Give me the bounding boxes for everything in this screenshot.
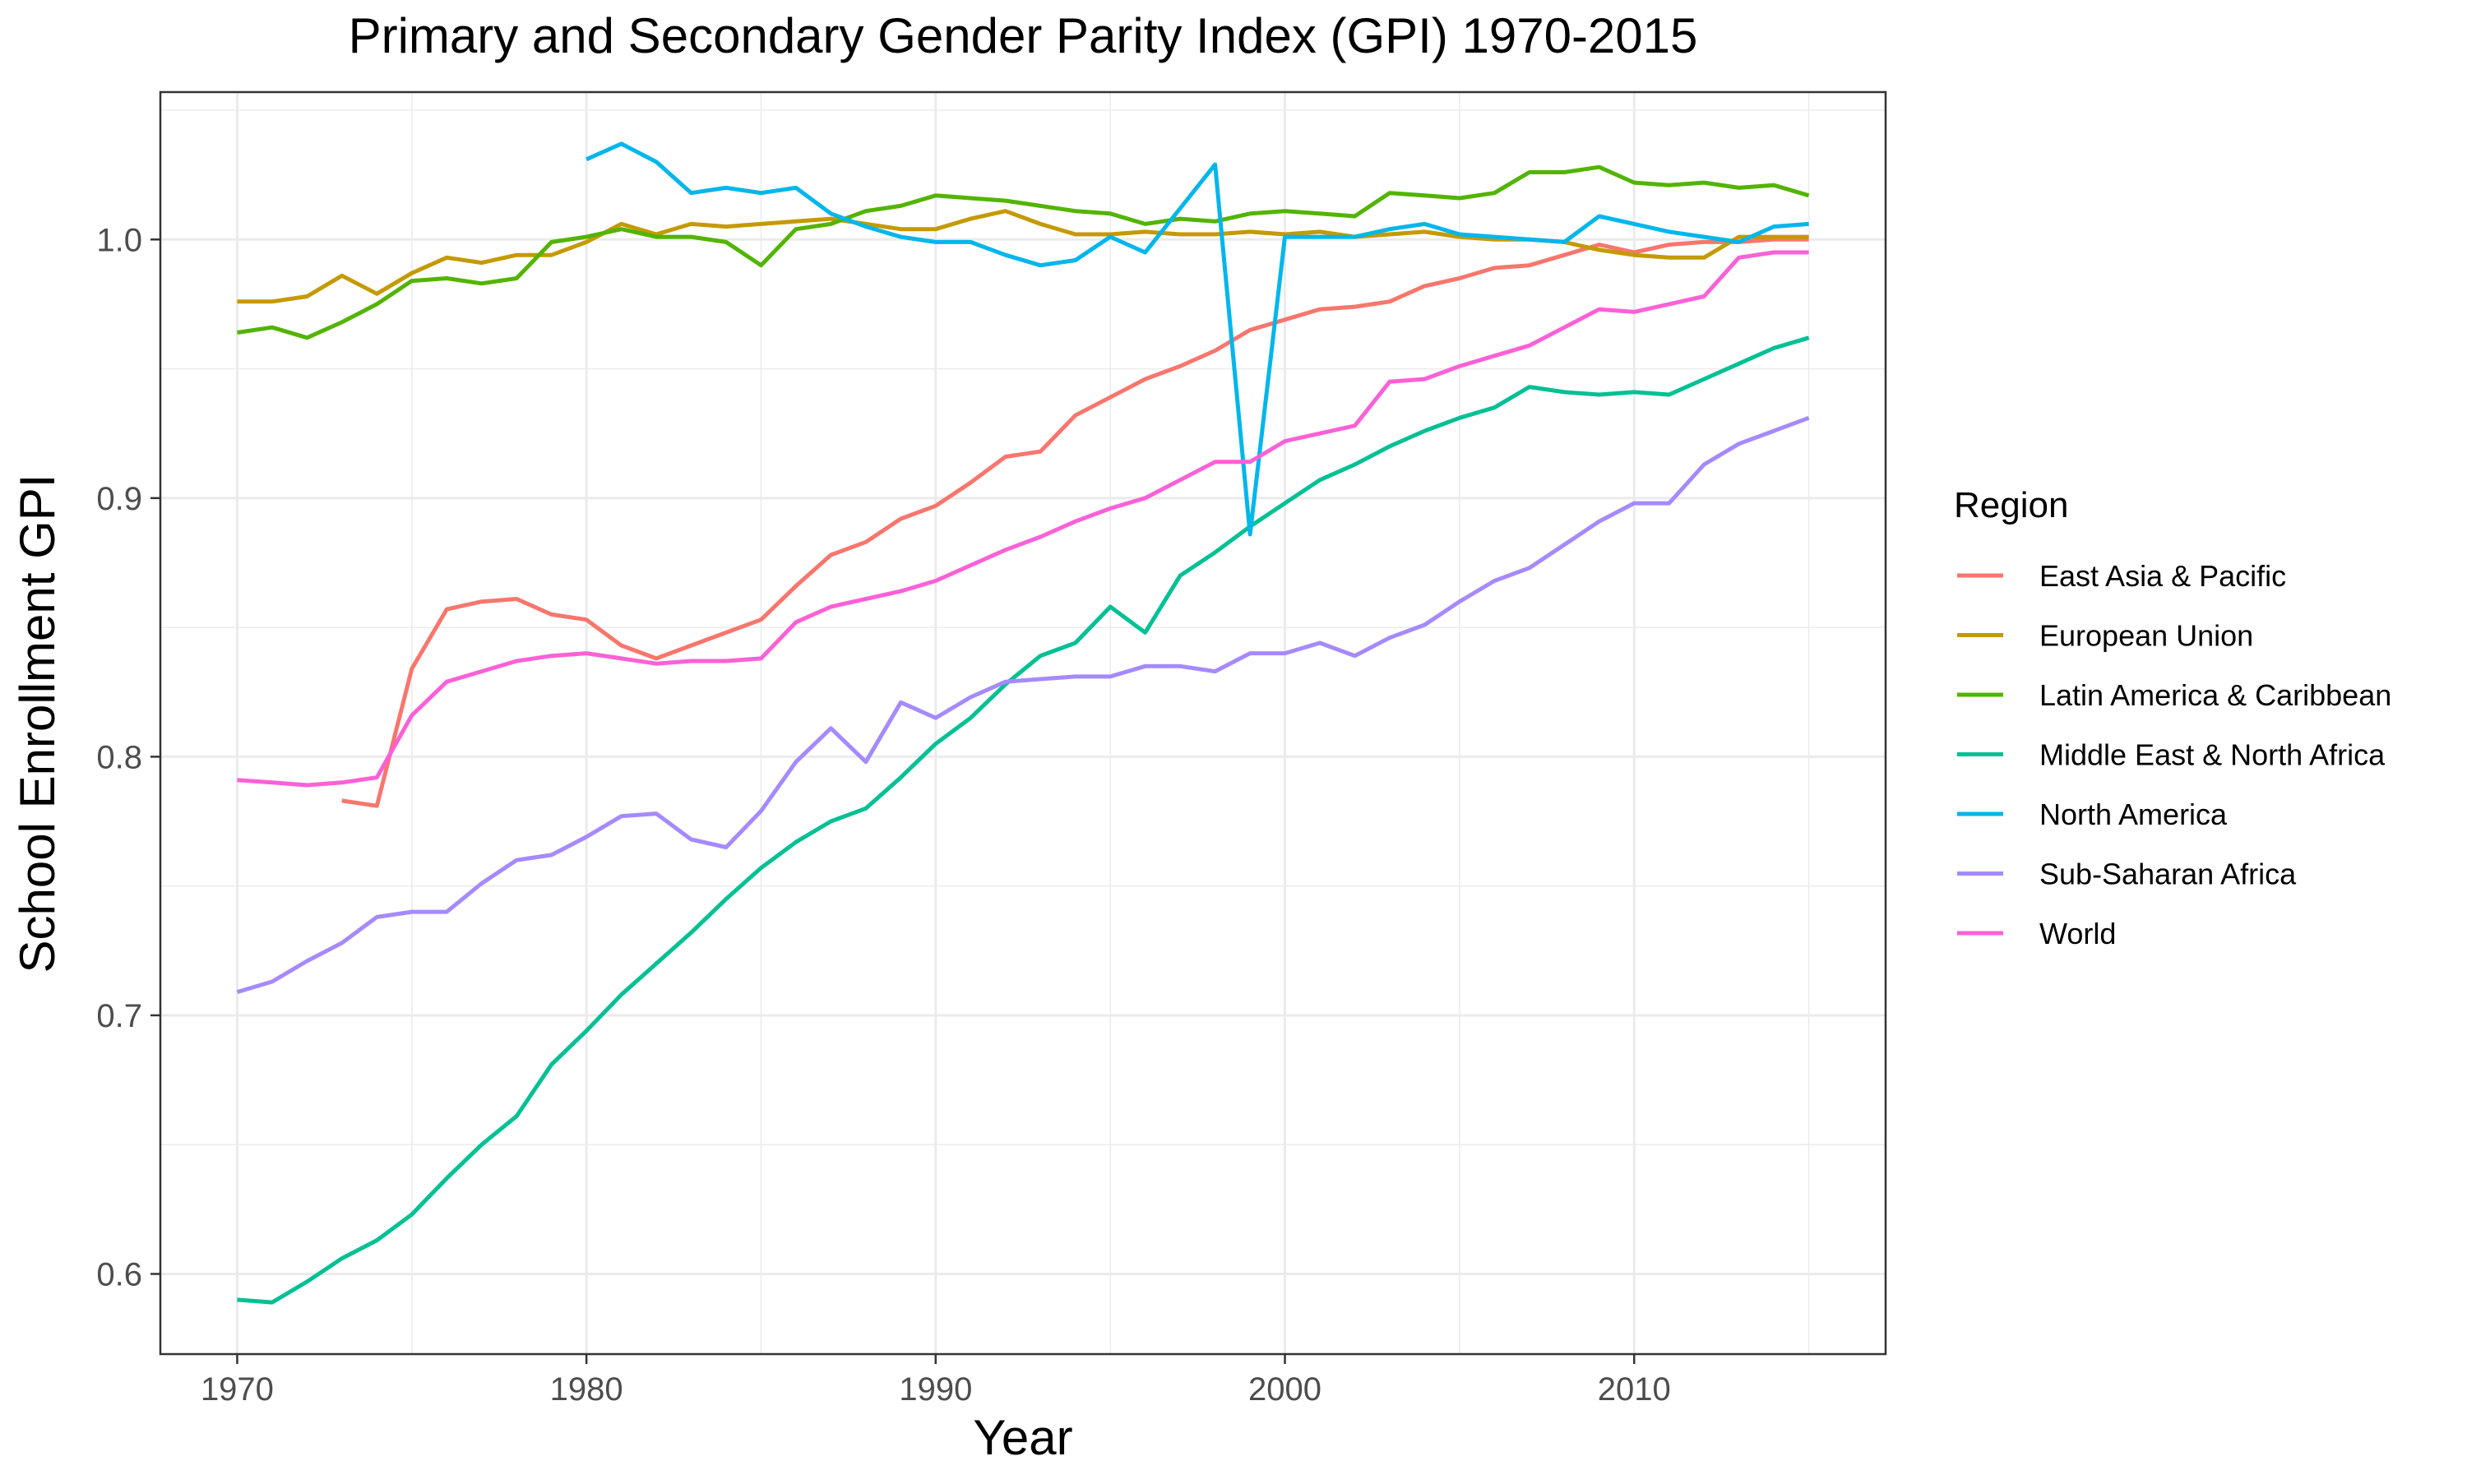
legend-label: European Union (2039, 619, 2253, 653)
y-tick-label: 0.7 (96, 998, 142, 1034)
legend-label: Sub-Saharan Africa (2039, 858, 2297, 891)
legend-label: East Asia & Pacific (2039, 559, 2286, 593)
y-axis-label: School Enrollment GPI (10, 474, 65, 973)
legend: Region East Asia & Pacific European Union… (1954, 485, 2391, 950)
series-line (236, 415, 1810, 994)
legend-label: Middle East & North Africa (2039, 738, 2386, 772)
x-axis-ticks: 1970 1980 1990 2000 2010 (201, 1354, 1671, 1408)
plot-lines (236, 141, 1810, 1305)
legend-title: Region (1954, 485, 2068, 525)
y-tick-label: 0.9 (96, 481, 142, 517)
plot-border (159, 90, 1887, 1356)
series-line (237, 335, 1810, 1305)
series-line (586, 141, 1809, 537)
series-line (237, 164, 1810, 340)
legend-label: Latin America & Caribbean (2039, 678, 2391, 712)
y-tick-label: 1.0 (96, 222, 142, 258)
chart-title: Primary and Secondary Gender Parity Inde… (349, 8, 1698, 63)
y-tick-label: 0.6 (96, 1256, 142, 1292)
legend-label: World (2039, 917, 2116, 950)
y-tick-label: 0.8 (96, 739, 142, 775)
series-line (341, 237, 1809, 808)
x-axis-label: Year (973, 1410, 1072, 1465)
y-axis-ticks: 0.6 0.7 0.8 0.9 1.0 (96, 222, 160, 1292)
legend-items: East Asia & Pacific European Union Latin A… (1957, 559, 2391, 950)
x-tick-label: 1990 (899, 1371, 972, 1408)
plot-panel (160, 92, 1886, 1354)
series-line (237, 250, 1809, 788)
plot-grid (160, 92, 1886, 1354)
x-tick-label: 1980 (550, 1371, 623, 1408)
legend-label: North America (2039, 797, 2228, 831)
x-tick-label: 2000 (1248, 1371, 1321, 1408)
x-tick-label: 2010 (1598, 1371, 1671, 1408)
x-tick-label: 1970 (201, 1371, 274, 1408)
